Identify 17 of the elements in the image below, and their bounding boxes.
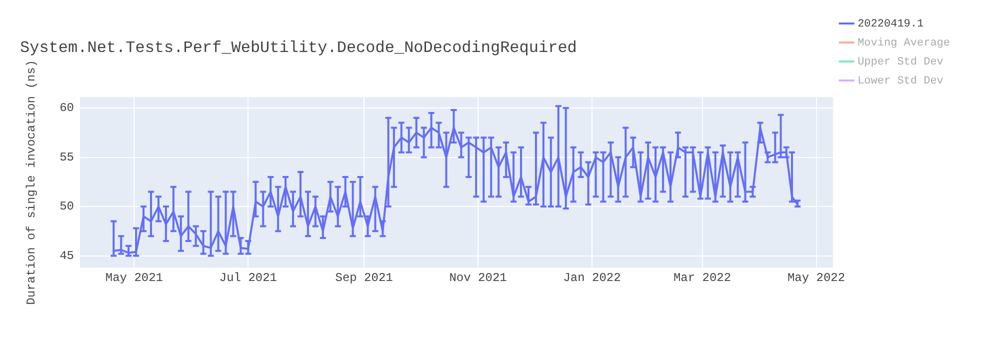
x-tick-label: Sep 2021 bbox=[335, 270, 393, 285]
x-tick-label: Jan 2022 bbox=[563, 270, 621, 285]
y-tick-label: 60 bbox=[60, 101, 74, 116]
legend-label: Upper Std Dev bbox=[858, 56, 944, 68]
x-tick-label: Jul 2021 bbox=[219, 270, 277, 285]
x-tick-label: Mar 2022 bbox=[673, 270, 732, 285]
legend-label: 20220419.1 bbox=[858, 18, 924, 30]
y-axis-title: Duration of single invocation (ns) bbox=[24, 60, 38, 305]
y-tick-label: 50 bbox=[60, 200, 74, 214]
x-tick-label: May 2022 bbox=[787, 270, 846, 285]
x-tick-label: Nov 2021 bbox=[449, 270, 507, 285]
y-tick-label: 55 bbox=[60, 150, 74, 164]
legend-label: Moving Average bbox=[858, 37, 950, 50]
chart-title: System.Net.Tests.Perf_WebUtility.Decode_NoDecodingRequired bbox=[20, 38, 577, 57]
legend-label: Lower Std Dev bbox=[858, 75, 944, 88]
y-tick-label: 45 bbox=[60, 248, 74, 263]
x-tick-label: May 2021 bbox=[105, 270, 163, 285]
